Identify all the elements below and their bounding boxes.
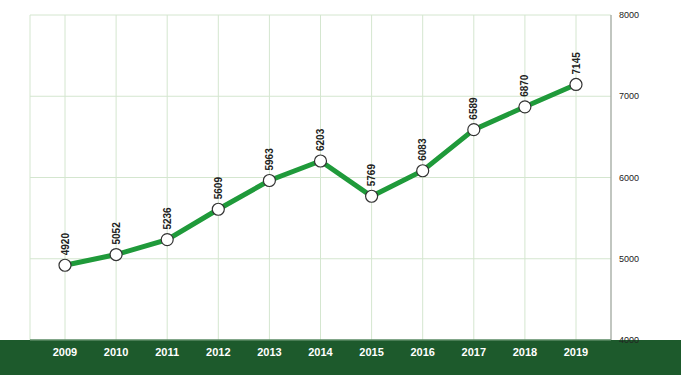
svg-text:6083: 6083 bbox=[417, 138, 428, 161]
svg-text:6203: 6203 bbox=[315, 128, 326, 151]
svg-text:8000: 8000 bbox=[619, 10, 639, 20]
svg-text:2018: 2018 bbox=[513, 346, 537, 358]
svg-text:2013: 2013 bbox=[257, 346, 281, 358]
svg-text:6589: 6589 bbox=[468, 97, 479, 120]
svg-text:4000: 4000 bbox=[619, 335, 639, 345]
svg-text:5769: 5769 bbox=[366, 164, 377, 187]
svg-text:2011: 2011 bbox=[155, 346, 179, 358]
svg-text:7145: 7145 bbox=[571, 52, 582, 75]
svg-text:7000: 7000 bbox=[619, 91, 639, 101]
svg-text:2016: 2016 bbox=[410, 346, 434, 358]
svg-text:2010: 2010 bbox=[104, 346, 128, 358]
svg-text:5052: 5052 bbox=[111, 222, 122, 245]
svg-text:6870: 6870 bbox=[519, 74, 530, 97]
svg-text:2015: 2015 bbox=[359, 346, 383, 358]
svg-text:2014: 2014 bbox=[308, 346, 333, 358]
svg-text:2017: 2017 bbox=[462, 346, 486, 358]
svg-text:5236: 5236 bbox=[162, 207, 173, 230]
svg-text:5000: 5000 bbox=[619, 254, 639, 264]
svg-text:5963: 5963 bbox=[264, 148, 275, 171]
svg-text:6000: 6000 bbox=[619, 173, 639, 183]
svg-text:2012: 2012 bbox=[206, 346, 230, 358]
svg-text:2019: 2019 bbox=[564, 346, 588, 358]
svg-text:2009: 2009 bbox=[53, 346, 77, 358]
svg-text:4920: 4920 bbox=[60, 233, 71, 256]
svg-text:5609: 5609 bbox=[213, 177, 224, 200]
